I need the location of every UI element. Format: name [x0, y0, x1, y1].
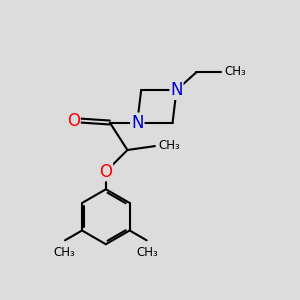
Text: N: N [170, 81, 183, 99]
Text: O: O [67, 112, 80, 130]
Text: CH₃: CH₃ [225, 65, 246, 78]
Text: CH₃: CH₃ [54, 246, 75, 259]
Text: O: O [99, 163, 112, 181]
Text: CH₃: CH₃ [159, 139, 181, 152]
Text: N: N [131, 113, 143, 131]
Text: CH₃: CH₃ [136, 246, 158, 259]
Text: N: N [131, 113, 143, 131]
